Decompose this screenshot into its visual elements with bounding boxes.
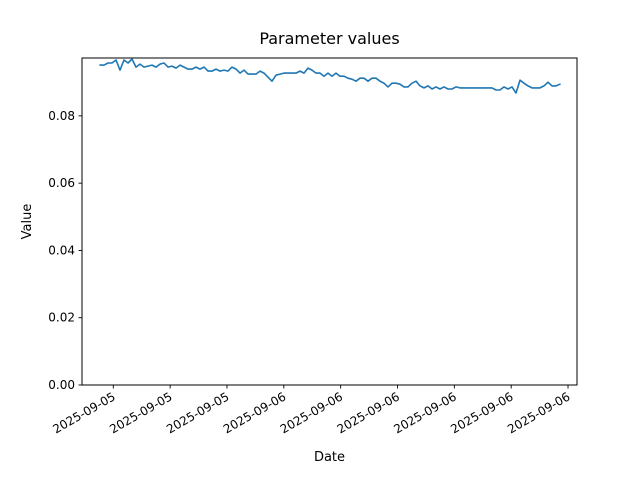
y-axis-ticks: 0.00 0.02 0.04 0.06 0.08	[48, 109, 82, 392]
plot-area	[81, 57, 578, 386]
x-tick-label: 2025-09-05	[107, 389, 174, 436]
chart-title: Parameter values	[259, 29, 399, 48]
x-axis-label: Date	[314, 450, 345, 465]
x-tick-label: 2025-09-05	[164, 389, 231, 436]
y-axis-label: Value	[20, 204, 35, 240]
x-tick-label: 2025-09-06	[448, 389, 515, 436]
x-tick-label: 2025-09-06	[278, 389, 345, 436]
y-tick-label: 0.06	[48, 176, 75, 190]
y-tick-label: 0.02	[48, 311, 75, 325]
series-line-parameter	[99, 58, 561, 94]
x-tick-label: 2025-09-06	[505, 389, 572, 436]
x-axis-ticks: 2025-09-052025-09-052025-09-052025-09-06…	[50, 385, 573, 436]
x-tick-label: 2025-09-06	[335, 389, 402, 436]
y-tick-label: 0.08	[48, 109, 75, 123]
x-tick-label: 2025-09-06	[391, 389, 458, 436]
x-tick-label: 2025-09-05	[50, 389, 117, 436]
data-series	[99, 58, 561, 94]
x-tick-label: 2025-09-06	[221, 389, 288, 436]
y-tick-label: 0.00	[48, 378, 75, 392]
y-tick-label: 0.04	[48, 243, 75, 257]
